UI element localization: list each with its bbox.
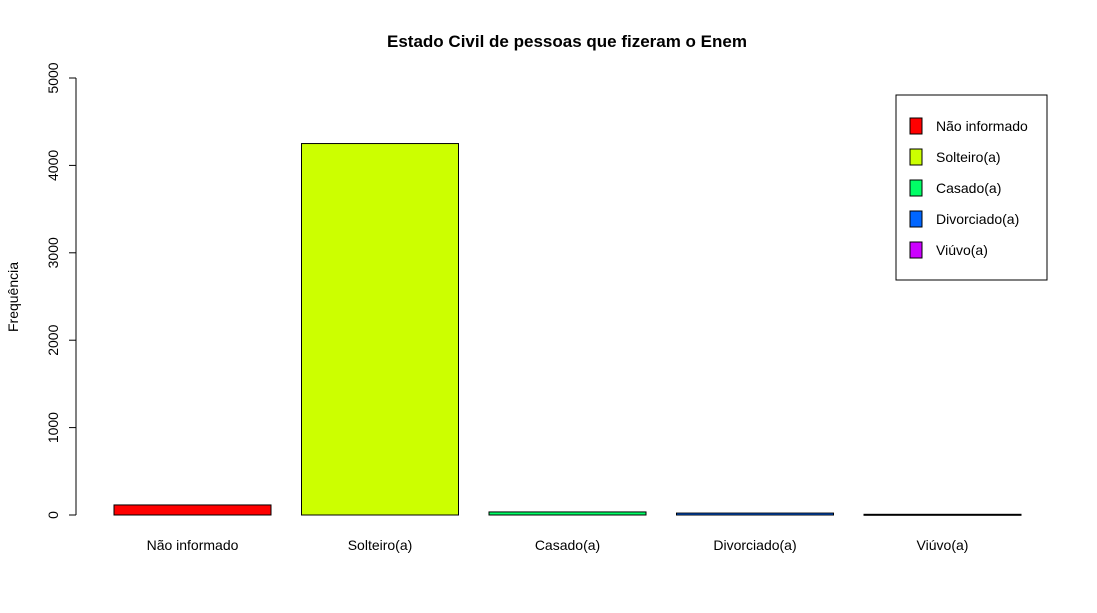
bar	[302, 144, 459, 515]
bars	[114, 144, 1021, 516]
y-tick-label: 4000	[45, 150, 61, 181]
legend-label: Casado(a)	[936, 180, 1001, 196]
y-tick-label: 0	[45, 511, 61, 519]
x-tick-labels: Não informado Solteiro(a) Casado(a) Divorci…	[147, 537, 969, 553]
bar	[489, 512, 646, 515]
legend-swatch	[910, 180, 922, 196]
chart-title: Estado Civil de pessoas que fizeram o En…	[387, 32, 747, 51]
bar	[114, 505, 271, 515]
bar	[677, 513, 834, 515]
legend-swatch	[910, 149, 922, 165]
y-tick-label: 5000	[45, 62, 61, 93]
x-tick-label: Não informado	[147, 537, 239, 553]
legend-label: Divorciado(a)	[936, 211, 1019, 227]
x-tick-label: Casado(a)	[535, 537, 600, 553]
legend-swatch	[910, 211, 922, 227]
legend-swatch	[910, 118, 922, 134]
legend-label: Não informado	[936, 118, 1028, 134]
bar	[864, 514, 1021, 515]
legend: Não informado Solteiro(a) Casado(a) Divorci…	[896, 95, 1047, 280]
y-axis: 0 1000 2000 3000 4000 5000	[45, 62, 76, 519]
y-tick-label: 3000	[45, 237, 61, 268]
y-tick-label: 1000	[45, 412, 61, 443]
legend-label: Solteiro(a)	[936, 149, 1001, 165]
y-axis-label: Frequência	[5, 262, 21, 332]
legend-swatch	[910, 242, 922, 258]
y-tick-label: 2000	[45, 324, 61, 355]
x-tick-label: Solteiro(a)	[348, 537, 413, 553]
legend-label: Viúvo(a)	[936, 242, 988, 258]
x-tick-label: Divorciado(a)	[713, 537, 796, 553]
x-tick-label: Viúvo(a)	[917, 537, 969, 553]
